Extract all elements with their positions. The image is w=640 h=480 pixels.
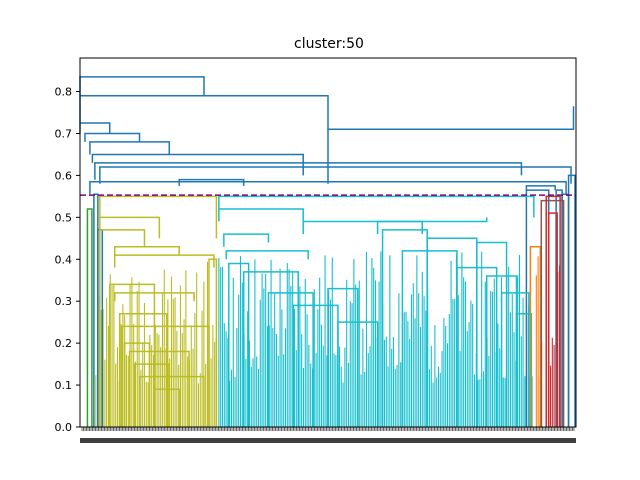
y-tick-label: 0.4: [55, 253, 73, 266]
y-tick-label: 0.1: [55, 379, 73, 392]
dendrogram-link-30: [138, 375, 205, 427]
dendrogram-link-34: [218, 208, 304, 222]
dendrogram-link-3: [79, 122, 111, 134]
dendrogram-link-1: [79, 94, 329, 130]
dendrogram-link-31: [153, 388, 180, 427]
dendrogram-link-10: [178, 178, 245, 186]
dendrogram-link-42: [327, 287, 359, 427]
dendrogram-link-18: [99, 195, 218, 239]
dendrogram-link-25: [118, 313, 168, 427]
dendrogram-link-52: [515, 313, 533, 427]
dendrogram-link-21: [113, 245, 180, 260]
dendrogram-link-15: [567, 174, 576, 427]
dendrogram-link-35: [302, 217, 488, 235]
dendrogram-link-39: [242, 271, 299, 427]
dendrogram-link-29: [133, 363, 171, 427]
y-tick-label: 0.2: [55, 337, 73, 350]
y-tick-label: 0.8: [55, 86, 73, 99]
dendrogram-link-33: [218, 195, 535, 218]
dendrogram-link-6: [91, 153, 304, 176]
dendrogram-link-5: [89, 141, 171, 155]
dendrogram-link-16: [525, 185, 556, 191]
dendrogram-link-19: [99, 216, 161, 239]
dendrogram-link-37: [225, 250, 309, 260]
dendrogram-link-22: [113, 254, 215, 268]
y-axis: 0.0 0.1 0.2 0.3 0.4 0.5 0.6 0.7 0.8: [55, 86, 80, 434]
dendrogram-link-49: [476, 241, 508, 427]
dendrogram-link-2: [327, 106, 575, 184]
chart-title: cluster:50: [294, 36, 364, 52]
dendrogram-link-44: [376, 220, 423, 235]
dendrogram-link-28: [128, 350, 190, 427]
y-tick-label: 0.3: [55, 295, 73, 308]
dendrogram-link-43: [337, 321, 379, 427]
dendrogram-link-24: [113, 292, 195, 302]
y-tick-label: 0.7: [55, 127, 73, 140]
dendrogram-link-54: [540, 199, 565, 427]
dendrogram-link-55: [545, 195, 561, 427]
dendrogram-link-40: [267, 292, 314, 427]
dendrogram-link-7: [94, 162, 523, 180]
plot-content: [79, 76, 576, 427]
dendrogram-link-32: [208, 258, 218, 427]
dendrogram-link-57: [86, 208, 93, 427]
cluster-fill-0: [95, 261, 216, 427]
dendrogram-link-0: [79, 76, 205, 96]
dendrogram-link-51: [500, 292, 530, 427]
dendrogram-link-27: [123, 342, 151, 427]
cluster-fill-1: [218, 251, 533, 427]
dendrogram-link-23: [109, 283, 156, 427]
y-tick-label: 0.6: [55, 169, 73, 182]
x-axis: [80, 427, 576, 443]
y-tick-label: 0.5: [55, 211, 73, 224]
x-tick-labels-overlapping: [80, 438, 576, 443]
y-tick-label: 0.0: [55, 421, 73, 434]
dendrogram-link-20: [99, 229, 146, 427]
dendrogram-link-53: [529, 245, 542, 427]
dendrogram-link-56: [547, 212, 558, 427]
dendrogram-link-38: [228, 262, 250, 427]
dendrogram-link-9: [89, 180, 567, 195]
dendrogram-link-4: [84, 132, 141, 142]
dendrogram-link-36: [223, 233, 270, 247]
